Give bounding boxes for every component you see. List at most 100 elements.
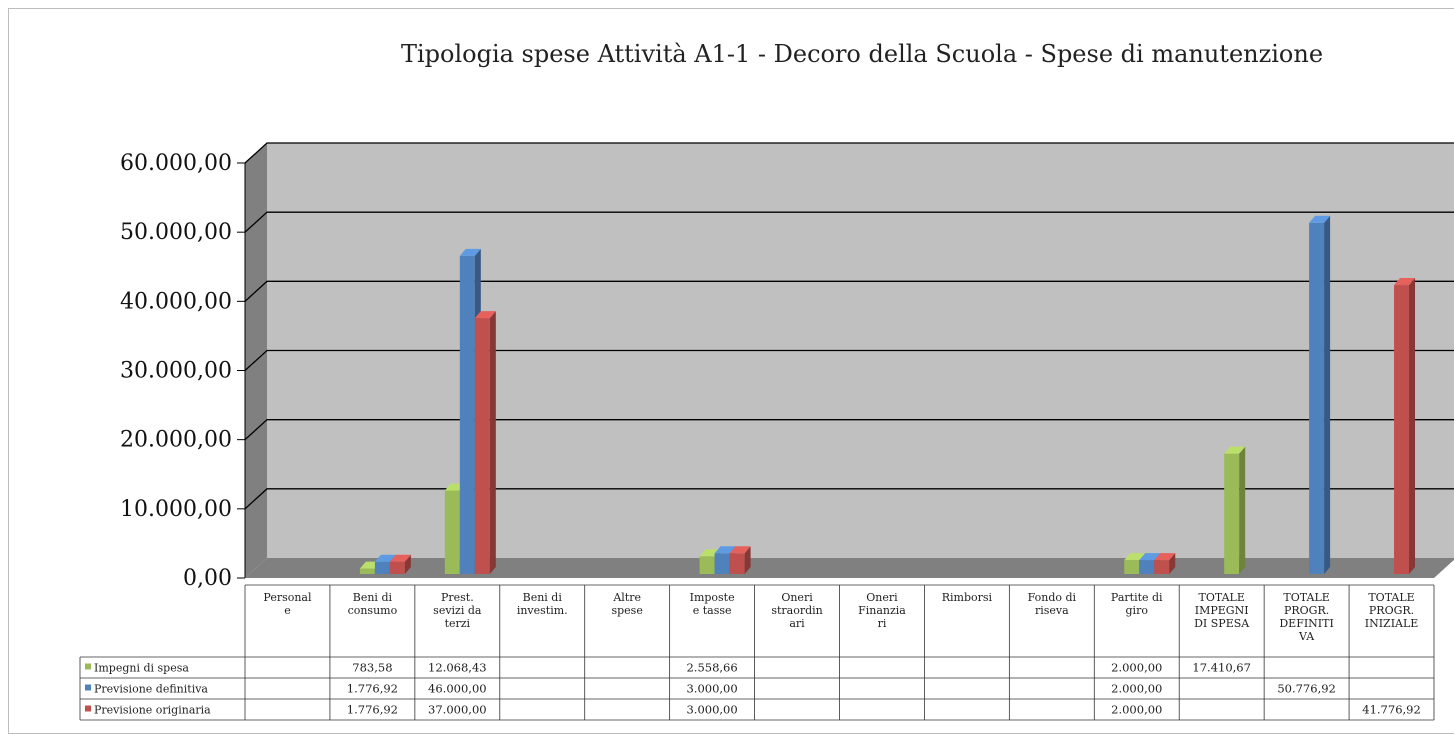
bar-side	[404, 554, 411, 574]
category-label-line: sevizi da	[433, 604, 482, 617]
chart-title: Tipologia spese Attività A1-1 - Decoro d…	[401, 40, 1323, 68]
bar	[1394, 278, 1416, 574]
gridline	[244, 142, 1454, 164]
bar-front	[1309, 222, 1325, 574]
chart-frame	[8, 8, 1454, 734]
category-label-line: straordin	[771, 604, 822, 617]
category-label-line: Altre	[612, 591, 641, 604]
bar-top	[1309, 215, 1331, 223]
category-label-line: giro	[1126, 604, 1149, 617]
data-label: 2.000,00	[1111, 703, 1162, 717]
category-label-line: riseva	[1035, 604, 1069, 617]
category-label-line: consumo	[348, 604, 398, 617]
bar	[729, 546, 751, 574]
bar-side	[1324, 215, 1331, 574]
category-label: Partite di giro	[1111, 591, 1163, 617]
category-label: Rimborsi	[942, 591, 993, 604]
data-label: 41.776,92	[1362, 703, 1421, 717]
category-label-line: INIZIALE	[1365, 617, 1419, 630]
bar	[1309, 215, 1331, 574]
y-tick-label: 10.000,00	[120, 497, 232, 522]
gridline	[244, 419, 1454, 441]
data-label: 3.000,00	[686, 703, 737, 717]
bar	[389, 554, 411, 574]
category-label-line: investim.	[517, 604, 568, 617]
bar-front	[714, 553, 730, 574]
category-label-line: e tasse	[693, 604, 732, 617]
bar-top	[1124, 553, 1146, 561]
y-tick-label: 0,00	[183, 566, 232, 591]
category-label-line: spese	[611, 604, 642, 617]
category-label-line: ari	[789, 617, 805, 630]
bar-front	[729, 553, 745, 574]
bar-front	[1224, 453, 1240, 574]
bar-side	[1239, 446, 1246, 574]
category-label: Imposte e tasse	[690, 591, 735, 617]
legend-swatch	[85, 705, 91, 712]
category-label-line: Rimborsi	[942, 591, 993, 604]
y-tick-label: 60.000,00	[120, 151, 232, 176]
legend-swatch	[85, 663, 91, 670]
y-tick-label: 40.000,00	[120, 289, 232, 314]
bar-top	[374, 554, 396, 562]
category-label-line: Beni di	[523, 591, 563, 604]
data-label: 2.558,66	[686, 661, 737, 675]
category-label-line: PROGR.	[1284, 604, 1329, 617]
legend-label: Previsione originaria	[94, 704, 211, 717]
bar-front	[374, 561, 390, 574]
data-label: 17.410,67	[1192, 661, 1251, 675]
bar-front	[1394, 285, 1410, 574]
category-label-line: PROGR.	[1369, 604, 1414, 617]
y-tick-label: 50.000,00	[120, 220, 232, 245]
category-label-line: e	[284, 604, 291, 617]
category-label-line: Finanzia	[858, 604, 906, 617]
bar-top	[459, 248, 481, 256]
category-label-line: ri	[878, 617, 887, 630]
bar-front	[1124, 560, 1140, 574]
y-tick-label: 20.000,00	[120, 428, 232, 453]
bar-front	[699, 556, 715, 574]
data-label: 3.000,00	[686, 682, 737, 696]
y-tick-label: 30.000,00	[120, 359, 232, 384]
data-label: 12.068,43	[428, 661, 487, 675]
data-label: 37.000,00	[428, 703, 487, 717]
category-label: Personal e	[263, 591, 312, 617]
category-label: Fondo di riseva	[1028, 591, 1077, 617]
gridlines	[244, 142, 1454, 510]
category-label: Beni di consumo	[348, 591, 398, 617]
category-label: Oneri Finanzia ri	[858, 591, 906, 630]
category-label-line: Personal	[263, 591, 312, 604]
data-label: 2.000,00	[1111, 682, 1162, 696]
category-label-line: TOTALE	[1368, 591, 1414, 604]
data-label: 2.000,00	[1111, 661, 1162, 675]
bar-top	[1139, 553, 1161, 561]
category-label-line: VA	[1298, 630, 1315, 643]
category-label-line: Beni di	[353, 591, 393, 604]
category-label: Oneri straordin ari	[771, 591, 822, 630]
category-label: Altre spese	[611, 591, 642, 617]
bar-front	[389, 561, 405, 574]
category-label: Prest. sevizi da terzi	[433, 591, 482, 630]
category-label: TOTALE PROGR. INIZIALE	[1365, 591, 1419, 630]
legend-label: Impegni di spesa	[94, 662, 189, 675]
data-label: 46.000,00	[428, 682, 487, 696]
bar-front	[459, 255, 475, 575]
legend-label: Previsione definitiva	[94, 683, 208, 696]
category-label-line: terzi	[445, 617, 471, 630]
category-label-line: TOTALE	[1283, 591, 1329, 604]
bar-top	[1224, 446, 1246, 454]
bar	[1154, 553, 1176, 574]
bar	[1224, 446, 1246, 574]
legend-swatch	[85, 684, 91, 691]
category-label-line: Prest.	[441, 591, 474, 604]
category-label-line: Fondo di	[1028, 591, 1077, 604]
category-label: TOTALE PROGR. DEFINITI VA	[1279, 591, 1333, 643]
bar-front	[474, 318, 490, 574]
gridline	[244, 488, 1454, 510]
bar-side	[489, 311, 496, 574]
bar-top	[1154, 553, 1176, 561]
bars	[359, 215, 1416, 575]
category-label-line: Partite di	[1111, 591, 1163, 604]
bar-top	[1394, 278, 1416, 286]
